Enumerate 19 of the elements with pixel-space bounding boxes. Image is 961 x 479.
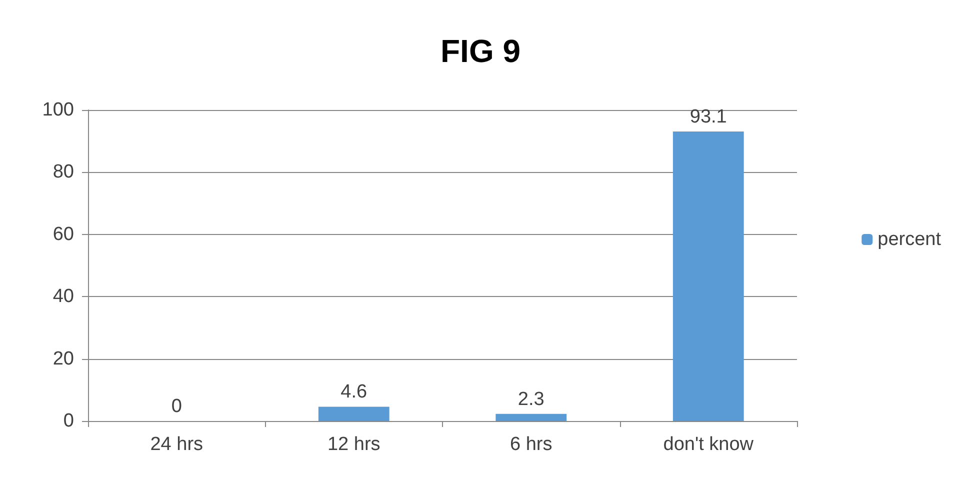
y-tick-label: 100 — [42, 100, 74, 120]
chart-title: FIG 9 — [440, 33, 521, 69]
bar — [496, 414, 567, 421]
data-label: 4.6 — [340, 382, 368, 403]
data-label: 0 — [171, 396, 182, 417]
bar — [672, 131, 744, 421]
data-label: 93.1 — [690, 106, 727, 128]
y-tick-label: 60 — [52, 224, 74, 245]
y-tick-label: 80 — [52, 162, 74, 183]
x-tick-label: 6 hrs — [510, 434, 552, 455]
x-tick-label: don't know — [663, 434, 754, 455]
x-tick-label: 24 hrs — [150, 434, 204, 455]
data-label: 2.3 — [518, 388, 544, 410]
legend-label: percent — [878, 229, 942, 250]
y-tick-label: 20 — [52, 348, 74, 370]
y-tick-label: 40 — [52, 286, 74, 308]
x-tick-label: 12 hrs — [327, 434, 380, 455]
bar — [318, 406, 390, 421]
y-tick-label: 0 — [63, 410, 74, 432]
